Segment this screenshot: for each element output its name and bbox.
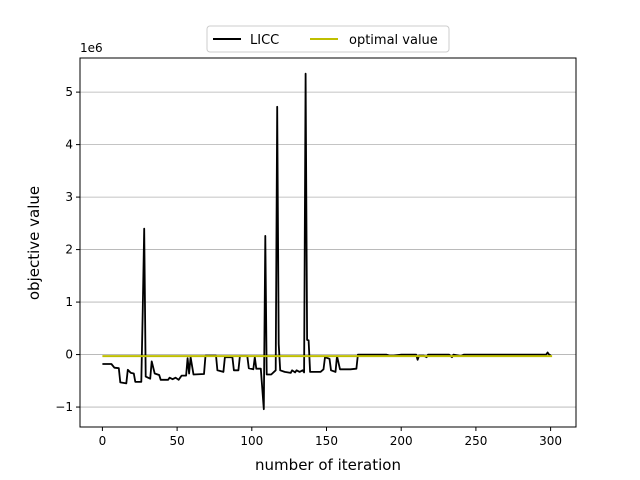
legend: LICC optimal value [206, 25, 450, 53]
y-tick-label: 2 [65, 243, 73, 257]
x-tick-label: 200 [390, 434, 413, 448]
y-tick-label: 1 [65, 295, 73, 309]
x-tick-label: 100 [240, 434, 263, 448]
x-tick-label: 150 [315, 434, 338, 448]
y-tick-label: −1 [55, 400, 73, 414]
y-tick-label: 3 [65, 190, 73, 204]
y-axis-title: objective value [25, 186, 43, 300]
y-axis: −1 0 1 2 3 4 5 [55, 85, 80, 414]
y-tick-label: 4 [65, 138, 73, 152]
x-tick-label: 0 [99, 434, 107, 448]
grid-lines [80, 91, 576, 408]
x-tick-label: 50 [169, 434, 184, 448]
x-tick-label: 250 [464, 434, 487, 448]
legend-label-licc: LICC [250, 33, 279, 48]
y-tick-label: 0 [65, 348, 73, 362]
legend-label-optimal-value: optimal value [349, 33, 438, 48]
x-tick-label: 300 [539, 434, 562, 448]
x-axis-title: number of iteration [255, 456, 401, 474]
series-lines [102, 72, 553, 411]
x-axis: 0 50 100 150 200 250 300 [99, 427, 562, 448]
series-line-licc [102, 72, 551, 411]
plot-frame [79, 57, 577, 428]
y-tick-label: 5 [65, 85, 73, 99]
y-scale-exponent: 1e6 [80, 41, 103, 55]
